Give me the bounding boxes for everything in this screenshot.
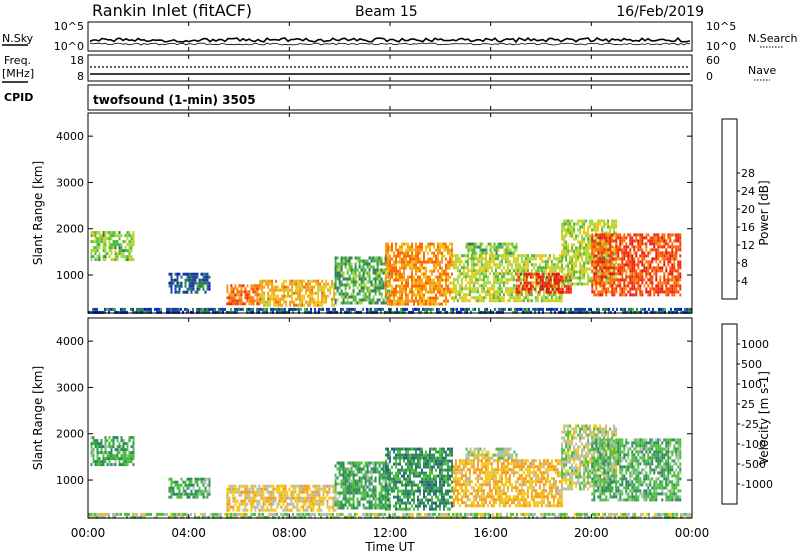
colorbar-tick-label: 28 (741, 167, 755, 180)
colorbar-tick-label: -1000 (741, 478, 773, 491)
echo-region (88, 307, 692, 314)
nave-right-tick-top: 60 (706, 54, 720, 67)
velocity-colorbar-label: Velocity [m s-1] (757, 371, 771, 465)
colorbar-tick-label: 1000 (741, 338, 769, 351)
freq-label: Freq. (4, 54, 31, 67)
freq-unit-label: [MHz] (2, 67, 34, 80)
x-axis: 00:00 04:00 08:00 12:00 16:00 20:00 00:00 (71, 22, 710, 540)
velocity-echoes (88, 424, 692, 519)
colorbar-tick-label: 100 (741, 378, 762, 391)
y-tick-label: 1000 (56, 269, 84, 282)
cpid-panel: CPID twofsound (1-min) 3505 (4, 84, 693, 111)
y-tick-label: 4000 (56, 130, 84, 143)
colorbar-tick-label: 24 (741, 185, 755, 198)
x-tick-label: 08:00 (272, 526, 307, 540)
colorbar-tick-label: 8 (741, 257, 748, 270)
nsearch-label: N.Search (748, 32, 798, 45)
power-colorbar-label: Power [dB] (757, 180, 771, 245)
nsky-label: N.Sky (2, 32, 34, 45)
x-tick-label: 00:00 (675, 526, 710, 540)
echo-region (561, 424, 618, 491)
y-tick-label: 2000 (56, 223, 84, 236)
colorbar-tick-label: -500 (741, 458, 766, 471)
echo-region (465, 447, 518, 460)
date-label: 16/Feb/2019 (616, 4, 704, 20)
y-tick-label: 1000 (56, 474, 84, 487)
colorbar-tick-label: -100 (741, 438, 766, 451)
nave-right-tick-bottom: 0 (706, 70, 713, 83)
echo-region (385, 447, 453, 511)
echo-region (226, 284, 261, 306)
colorbar-frame (721, 323, 738, 505)
station-title: Rankin Inlet (fitACF) (92, 1, 252, 20)
x-tick-label: 12:00 (373, 526, 408, 540)
y-tick-label: 2000 (56, 428, 84, 441)
echo-region (591, 438, 682, 502)
velocity-colorbar: 1000 500 100 25 -25 -100 -500 -1000 (721, 323, 773, 505)
freq-left-tick-bottom: 8 (77, 70, 84, 83)
echo-region (168, 272, 211, 294)
noise-right-tick-top: 10^5 (706, 20, 736, 33)
velocity-y-label: Slant Range [km] (31, 366, 45, 470)
noise-sky-trace (89, 36, 691, 44)
velocity-panel: 1000 2000 3000 4000 Slant Range [km] 1000 50… (31, 317, 773, 519)
echo-region (88, 512, 692, 519)
echo-region (334, 256, 391, 305)
y-tick-label: 4000 (56, 335, 84, 348)
echo-region (515, 272, 572, 294)
freq-panel: Freq. [MHz] 18 8 60 0 Nave (2, 54, 776, 83)
power-panel: 1000 2000 3000 4000 Slant Range [km] 4 8 12 16… (31, 112, 771, 314)
power-echoes (88, 219, 692, 314)
cpid-label: CPID (4, 91, 33, 104)
echo-region (591, 233, 682, 297)
power-y-label: Slant Range [km] (31, 161, 45, 265)
x-tick-label: 04:00 (171, 526, 206, 540)
noise-left-tick-bottom: 10^0 (54, 40, 84, 53)
colorbar-tick-label: 12 (741, 239, 755, 252)
x-tick-label: 00:00 (71, 526, 106, 540)
program-label: twofsound (1-min) 3505 (93, 93, 256, 107)
power-y-ticks: 1000 2000 3000 4000 (56, 130, 692, 282)
colorbar-tick-label: 4 (741, 275, 748, 288)
colorbar-tick-label: 20 (741, 203, 755, 216)
y-tick-label: 3000 (56, 381, 84, 394)
echo-region (90, 231, 135, 262)
echo-region (168, 477, 211, 499)
echo-region (259, 279, 336, 307)
colorbar-tick-label: 500 (741, 358, 762, 371)
colorbar-tick-label: 25 (741, 398, 755, 411)
x-tick-label: 20:00 (574, 526, 609, 540)
echo-region (90, 436, 135, 467)
noise-search-trace (89, 42, 691, 46)
echo-region (226, 484, 337, 512)
freq-left-tick-top: 18 (70, 54, 84, 67)
echo-region (452, 459, 563, 508)
beam-label: Beam 15 (355, 4, 418, 20)
power-colorbar: 4 8 12 16 20 24 28 (721, 118, 755, 300)
nave-label: Nave (748, 64, 776, 77)
colorbar-tick-label: 16 (741, 221, 755, 234)
colorbar-frame (721, 118, 738, 300)
y-tick-label: 3000 (56, 176, 84, 189)
x-axis-label: Time UT (364, 540, 415, 554)
noise-right-tick-bottom: 10^0 (706, 40, 736, 53)
velocity-y-ticks: 1000 2000 3000 4000 (56, 335, 692, 487)
echo-region (465, 242, 518, 255)
colorbar-tick-label: -25 (741, 418, 759, 431)
echo-region (334, 461, 391, 510)
noise-panel: N.Sky 10^5 10^0 10^5 10^0 N.Search (2, 20, 798, 53)
echo-region (385, 242, 453, 306)
noise-left-tick-top: 10^5 (54, 20, 84, 33)
x-tick-label: 16:00 (473, 526, 508, 540)
